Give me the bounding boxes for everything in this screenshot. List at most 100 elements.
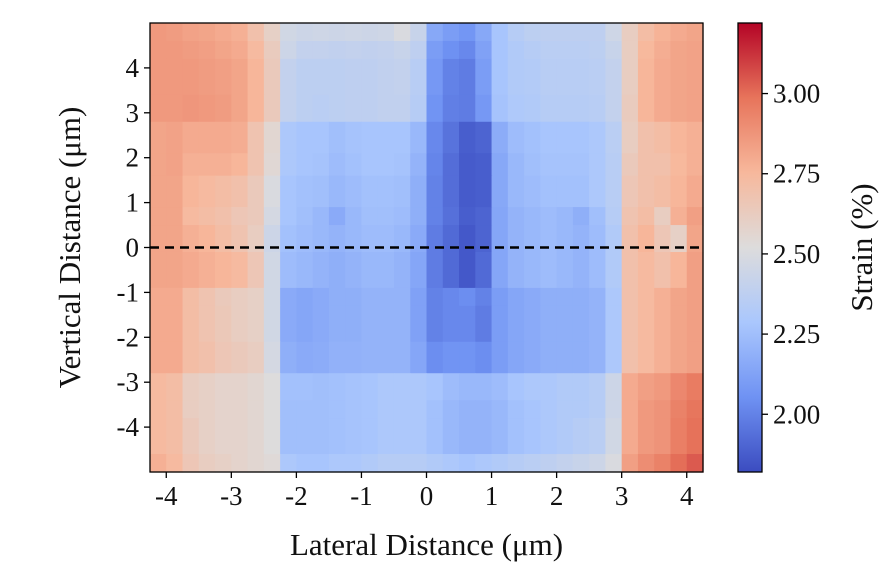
heatmap-cell xyxy=(621,40,639,60)
heatmap-cell xyxy=(393,94,411,123)
heatmap-cell xyxy=(589,400,607,419)
heatmap-cell xyxy=(507,341,525,374)
heatmap-cell xyxy=(312,418,330,455)
heatmap-cell xyxy=(637,305,655,343)
heatmap-cell xyxy=(524,454,541,473)
heatmap-cell xyxy=(361,207,379,226)
heatmap-cell xyxy=(328,175,346,208)
heatmap-cell xyxy=(410,305,428,343)
heatmap-cell xyxy=(637,251,655,289)
heatmap-cell xyxy=(312,58,330,96)
heatmap-cell xyxy=(345,175,363,208)
heatmap-cell xyxy=(215,207,232,226)
x-tick-label: -1 xyxy=(350,481,373,511)
heatmap-cell xyxy=(280,225,297,253)
heatmap-cell xyxy=(231,373,249,401)
heatmap-cell xyxy=(345,400,363,419)
heatmap-cell xyxy=(670,251,688,289)
heatmap-cell xyxy=(491,94,509,123)
heatmap-cell xyxy=(442,341,460,374)
heatmap-cell xyxy=(540,153,558,177)
heatmap-cell xyxy=(296,58,314,96)
heatmap-cell xyxy=(637,23,655,42)
heatmap-cell xyxy=(426,225,444,253)
heatmap-cell xyxy=(654,305,672,343)
y-tick-label: -3 xyxy=(117,367,140,397)
heatmap-cell xyxy=(377,175,395,208)
heatmap-cell xyxy=(166,153,184,177)
heatmap-cell xyxy=(670,207,688,226)
heatmap-cell xyxy=(589,153,607,177)
heatmap-cell xyxy=(426,23,444,42)
heatmap-cell xyxy=(377,207,395,226)
heatmap-cell xyxy=(540,94,558,123)
heatmap-cell xyxy=(475,287,493,307)
heatmap-cell xyxy=(377,418,395,455)
heatmap-cell xyxy=(442,94,460,123)
heatmap-cell xyxy=(442,58,460,96)
heatmap-cell xyxy=(442,373,460,401)
heatmap-cell xyxy=(182,175,200,208)
heatmap-cell xyxy=(215,175,232,208)
heatmap-cell xyxy=(442,175,460,208)
heatmap-cell xyxy=(621,400,639,419)
heatmap-cell xyxy=(572,400,590,419)
heatmap-cell xyxy=(572,341,590,374)
heatmap-cell xyxy=(215,400,232,419)
heatmap-cell xyxy=(247,40,265,60)
heatmap-cell xyxy=(686,341,704,374)
heatmap-cell xyxy=(215,341,232,374)
heatmap-cell xyxy=(198,23,216,42)
heatmap-cell xyxy=(345,341,363,374)
heatmap-cell xyxy=(654,23,672,42)
heatmap-cell xyxy=(247,454,265,473)
heatmap-cell xyxy=(426,121,444,154)
heatmap-cell xyxy=(410,153,428,177)
heatmap-cell xyxy=(670,225,688,253)
heatmap-cell xyxy=(312,175,330,208)
heatmap-cell xyxy=(296,341,314,374)
heatmap-cell xyxy=(426,153,444,177)
heatmap-cell xyxy=(393,454,411,473)
heatmap-cell xyxy=(475,418,493,455)
heatmap-cell xyxy=(507,373,525,401)
heatmap-cell xyxy=(312,225,330,253)
heatmap-cell xyxy=(280,121,297,154)
heatmap-cell xyxy=(507,305,525,343)
heatmap-cell xyxy=(231,23,249,42)
heatmap-cell xyxy=(442,418,460,455)
heatmap-cell xyxy=(150,400,167,419)
heatmap-cell xyxy=(280,454,297,473)
heatmap-cell xyxy=(393,207,411,226)
heatmap-cell xyxy=(686,418,704,455)
heatmap-cell xyxy=(556,454,574,473)
heatmap-cell xyxy=(231,94,249,123)
heatmap-cell xyxy=(377,400,395,419)
heatmap-cell xyxy=(296,207,314,226)
heatmap-cell xyxy=(459,341,476,374)
heatmap-cell xyxy=(589,373,607,401)
heatmap-cell xyxy=(442,400,460,419)
heatmap-cell xyxy=(247,121,265,154)
heatmap-cell xyxy=(654,58,672,96)
heatmap-cell xyxy=(198,341,216,374)
heatmap-cell xyxy=(589,23,607,42)
heatmap-cell xyxy=(507,400,525,419)
heatmap-cell xyxy=(507,40,525,60)
heatmap-cell xyxy=(280,400,297,419)
heatmap-cell xyxy=(442,305,460,343)
heatmap-cell xyxy=(328,40,346,60)
heatmap-cell xyxy=(182,121,200,154)
heatmap-cell xyxy=(231,341,249,374)
heatmap-cell xyxy=(670,287,688,307)
heatmap-cell xyxy=(231,121,249,154)
heatmap-cell xyxy=(361,341,379,374)
heatmap-cell xyxy=(540,23,558,42)
heatmap-cell xyxy=(572,207,590,226)
heatmap-cell xyxy=(621,225,639,253)
heatmap-cell xyxy=(621,121,639,154)
heatmap-cell xyxy=(393,341,411,374)
heatmap-cell xyxy=(150,175,167,208)
heatmap-cell xyxy=(215,225,232,253)
heatmap-cell xyxy=(312,94,330,123)
